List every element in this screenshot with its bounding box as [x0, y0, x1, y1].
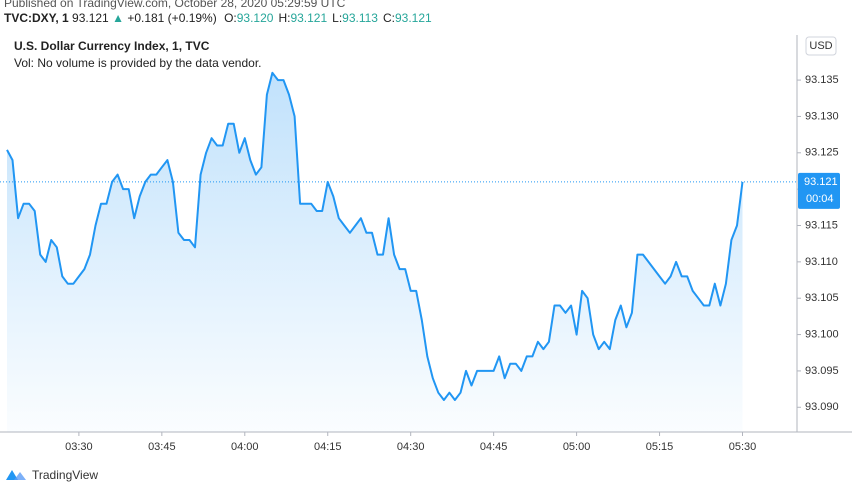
x-tick-label: 05:30: [729, 441, 757, 453]
chart-subtitle: Vol: No volume is provided by the data v…: [14, 56, 261, 70]
footer-brand: TradingView: [32, 468, 98, 482]
ohlc-value: 93.121: [394, 11, 432, 25]
ohlc-label: O:: [224, 11, 237, 25]
y-tick-label: 93.105: [805, 292, 839, 304]
last-price-label: 93.121: [804, 176, 838, 188]
x-tick-label: 03:30: [65, 441, 93, 453]
countdown: 00:04: [806, 193, 834, 205]
y-tick-label: 93.100: [805, 328, 839, 340]
ohlc-label: C:: [382, 11, 395, 25]
y-tick-label: 93.115: [805, 219, 838, 231]
change-arrow: ▲: [112, 11, 124, 25]
area-fill: [7, 72, 743, 433]
ohlc-value: 93.120: [236, 11, 274, 25]
currency[interactable]: USD: [809, 40, 832, 52]
x-tick-label: 03:45: [148, 441, 176, 453]
ohlc: O:93.120 H:93.121 L:93.113 C:93.121: [224, 11, 437, 25]
price-line: [6, 71, 744, 401]
x-tick-label: 04:15: [314, 441, 342, 453]
y-tick-label: 93.090: [805, 401, 839, 413]
symbol-header: TVC:DXY, 1 93.121 ▲ +0.181 (+0.19%) O:93…: [4, 11, 437, 25]
last-price-box: [798, 172, 840, 209]
y-tick-label: 93.125: [805, 147, 839, 159]
published-note: Published on TradingView.com, October 28…: [4, 0, 346, 10]
x-tick-label: 05:00: [563, 441, 591, 453]
x-tick-label: 05:15: [646, 441, 674, 453]
last-price: 93.121: [72, 11, 109, 25]
y-tick-label: 93.130: [805, 110, 839, 122]
chart-title: U.S. Dollar Currency Index, 1, TVC: [14, 39, 210, 53]
y-tick-label: 93.135: [805, 74, 839, 86]
x-tick-label: 04:45: [480, 441, 508, 453]
y-tick-label: 93.110: [805, 256, 838, 268]
ohlc-value: 93.113: [342, 11, 378, 25]
y-tick-label: 93.095: [805, 365, 839, 377]
currency-button[interactable]: [805, 36, 837, 56]
ohlc-label: H:: [278, 11, 291, 25]
x-tick-label: 04:30: [397, 441, 425, 453]
footer-logo: TradingView: [6, 468, 98, 482]
x-tick-label: 04:00: [231, 441, 259, 453]
symbol: TVC:DXY, 1: [4, 11, 69, 25]
ohlc-value: 93.121: [290, 11, 328, 25]
ohlc-label: L:: [332, 11, 343, 25]
change: +0.181 (+0.19%): [127, 11, 217, 25]
